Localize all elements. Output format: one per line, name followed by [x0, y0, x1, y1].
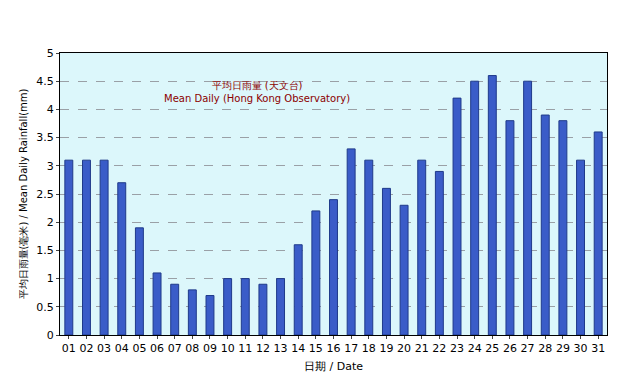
- svg-text:19: 19: [379, 342, 393, 355]
- svg-text:06: 06: [150, 342, 164, 355]
- svg-text:18: 18: [362, 342, 376, 355]
- svg-text:0.5: 0.5: [36, 301, 54, 314]
- svg-text:5: 5: [47, 47, 54, 60]
- svg-text:4: 4: [47, 103, 54, 116]
- svg-text:10: 10: [221, 342, 235, 355]
- svg-text:21: 21: [415, 342, 429, 355]
- svg-text:16: 16: [327, 342, 341, 355]
- svg-text:31: 31: [591, 342, 605, 355]
- svg-text:05: 05: [132, 342, 146, 355]
- svg-text:04: 04: [115, 342, 129, 355]
- svg-text:22: 22: [432, 342, 446, 355]
- svg-text:15: 15: [309, 342, 323, 355]
- svg-text:14: 14: [291, 342, 305, 355]
- svg-text:07: 07: [168, 342, 182, 355]
- svg-text:26: 26: [503, 342, 517, 355]
- svg-text:11: 11: [238, 342, 252, 355]
- svg-text:2: 2: [47, 216, 54, 229]
- svg-text:23: 23: [450, 342, 464, 355]
- svg-text:2.5: 2.5: [36, 188, 54, 201]
- svg-text:28: 28: [538, 342, 552, 355]
- svg-text:08: 08: [185, 342, 199, 355]
- svg-text:17: 17: [344, 342, 358, 355]
- svg-text:日期 / Date: 日期 / Date: [304, 360, 363, 373]
- svg-text:3: 3: [47, 160, 54, 173]
- svg-text:4.5: 4.5: [36, 75, 54, 88]
- svg-text:20: 20: [397, 342, 411, 355]
- svg-text:3.5: 3.5: [36, 131, 54, 144]
- svg-text:25: 25: [485, 342, 499, 355]
- svg-text:13: 13: [274, 342, 288, 355]
- svg-text:平均日雨量(毫米) / Mean Daily Rainfal: 平均日雨量(毫米) / Mean Daily Rainfall(mm): [18, 88, 29, 299]
- svg-text:27: 27: [521, 342, 535, 355]
- svg-text:30: 30: [574, 342, 588, 355]
- svg-text:0: 0: [47, 329, 54, 342]
- svg-text:01: 01: [62, 342, 76, 355]
- svg-text:1: 1: [47, 272, 54, 285]
- svg-text:02: 02: [79, 342, 93, 355]
- svg-text:29: 29: [556, 342, 570, 355]
- svg-text:平均日雨量 (天文台)Mean Daily (Hong Ko: 平均日雨量 (天文台)Mean Daily (Hong Kong Observa…: [164, 80, 350, 104]
- svg-text:24: 24: [468, 342, 482, 355]
- svg-text:03: 03: [97, 342, 111, 355]
- svg-text:12: 12: [256, 342, 270, 355]
- svg-text:09: 09: [203, 342, 217, 355]
- svg-text:1.5: 1.5: [36, 244, 54, 257]
